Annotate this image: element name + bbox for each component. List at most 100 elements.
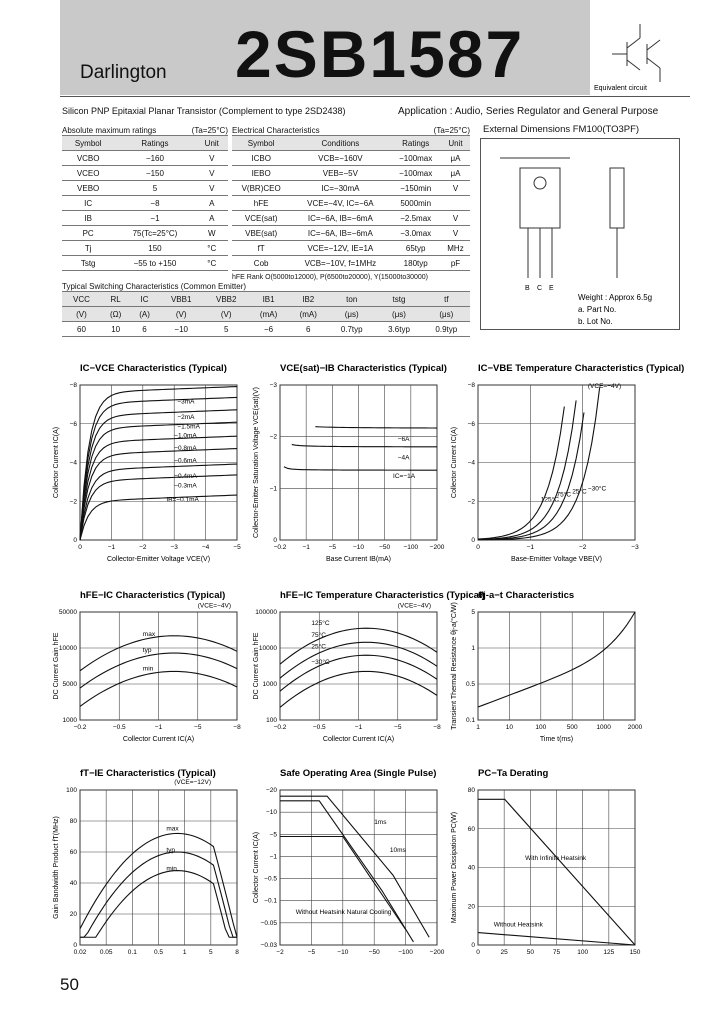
cell: 5 — [114, 180, 196, 196]
curve — [280, 795, 430, 938]
x-tick-label: −10 — [337, 949, 348, 956]
column-header: RL — [100, 291, 131, 307]
series: Darlington — [80, 62, 167, 83]
cell: Cob — [232, 255, 291, 271]
elec: Electrical Characteristics (Ta=25°C) Symb… — [232, 126, 470, 281]
cell: −8 — [114, 195, 196, 211]
pin-label: C — [537, 285, 542, 292]
curve-label: max — [143, 631, 156, 638]
x-tick-label: −0.2 — [274, 544, 287, 551]
curve — [79, 409, 238, 541]
curve-label: −4A — [398, 454, 410, 461]
x-tick-label: 1000 — [596, 724, 611, 731]
x-tick-label: 5 — [209, 949, 213, 956]
column-header: Unit — [195, 135, 228, 151]
y-tick-label: 10000 — [59, 645, 77, 652]
rule — [60, 96, 690, 97]
x-tick-label: −50 — [379, 544, 390, 551]
curve — [279, 654, 438, 692]
cell: PC — [62, 225, 115, 241]
y-tick-label: −0.03 — [261, 942, 278, 949]
curve — [79, 386, 238, 541]
column-header: IC — [130, 291, 159, 307]
y-tick-label: −2 — [70, 498, 78, 505]
cell: 180typ — [390, 255, 441, 271]
header-row: (V) (Ω) (A) (V) (V) (mA) (mA) (μs) (μs) (μs) — [62, 306, 470, 322]
header-row: Symbol Conditions Ratings Unit — [232, 135, 470, 151]
x-tick-label: 50 — [527, 949, 535, 956]
y-tick-label: 1000 — [63, 717, 78, 724]
x-tick-label: 150 — [630, 949, 641, 956]
cell: −160 — [114, 150, 196, 166]
column-header: Ratings — [114, 135, 196, 151]
column-header: (μs) — [328, 306, 376, 322]
y-axis-label: Transient Thermal Resistance θj-a(°C/W) — [450, 602, 458, 730]
column-header: Conditions — [290, 135, 391, 151]
header-row: Symbol Ratings Unit — [62, 135, 228, 151]
column-header: Ratings — [390, 135, 441, 151]
x-axis-label: Collector Current IC(A) — [123, 736, 194, 743]
x-axis-label: Collector Current IC(A) — [323, 736, 394, 743]
y-tick-label: −0.1 — [264, 898, 277, 905]
column-header: (mA) — [248, 306, 289, 322]
cell: pF — [440, 255, 470, 271]
column-header: tstg — [375, 291, 423, 307]
cell: VCEO — [62, 165, 115, 181]
y-axis-label: DC Current Gain hFE — [253, 632, 260, 699]
graph-title: hFE−IC Characteristics (Typical) — [80, 590, 225, 601]
y-tick-label: 0 — [73, 942, 77, 949]
row: VCBO −160 V — [62, 150, 228, 166]
x-tick-label: −0.5 — [313, 724, 326, 731]
row: hFE VCE=−4V, IC=−6A 5000min — [232, 195, 470, 211]
y-axis-label: Collector-Emitter Saturation Voltage VCE… — [253, 387, 260, 538]
x-tick-label: 0.02 — [74, 949, 87, 956]
y-tick-label: −4 — [70, 460, 78, 467]
column-header: (mA) — [288, 306, 329, 322]
column-header: IB2 — [288, 291, 329, 307]
cell: 65typ — [390, 240, 441, 256]
column-header: ton — [328, 291, 376, 307]
cell: V — [440, 225, 470, 241]
cell: IC=−6A, IB=−6mA — [290, 225, 391, 241]
curve-label: 1ms — [374, 819, 387, 826]
x-tick-label: −8 — [433, 724, 441, 731]
x-tick-label: −5 — [329, 544, 337, 551]
y-tick-label: −0.05 — [261, 920, 278, 927]
equiv-circuit: Equivalent circuit — [594, 24, 661, 92]
column-header: (V) — [158, 306, 204, 322]
y-tick-label: −2 — [468, 498, 476, 505]
y-tick-label: 1 — [471, 645, 475, 652]
application: Application : Audio, Series Regulator an… — [398, 106, 659, 117]
x-tick-label: −1 — [527, 544, 535, 551]
curve-label: max — [166, 825, 179, 832]
curve-label: −0.4mA — [174, 473, 197, 480]
curve — [79, 448, 238, 541]
curve-label: typ — [143, 647, 152, 654]
curve — [477, 932, 636, 946]
y-axis-label: Collector Current IC(A) — [451, 427, 458, 498]
x-axis-label: Base-Emitter Voltage VBE(V) — [511, 556, 602, 563]
row: V(BR)CEO IC=−30mA −150min V — [232, 180, 470, 196]
graph-title: IC−VBE Temperature Characteristics (Typi… — [478, 363, 684, 374]
row: ICBO VCB=−160V −100max μA — [232, 150, 470, 166]
x-tick-label: −2 — [276, 949, 284, 956]
x-tick-label: 125 — [603, 949, 614, 956]
x-tick-label: 75 — [553, 949, 561, 956]
cell: IB — [62, 210, 115, 226]
y-tick-label: 0.5 — [466, 681, 475, 688]
cell: −150min — [390, 180, 441, 196]
x-tick-label: −50 — [369, 949, 380, 956]
cell: ICBO — [232, 150, 291, 166]
table: Symbol Conditions Ratings Unit ICBO VCB=−160V… — [232, 135, 470, 271]
y-axis-label: Collector Current IC(A) — [253, 832, 260, 903]
x-tick-label: 0 — [78, 544, 82, 551]
x-tick-label: 0.5 — [154, 949, 163, 956]
x-tick-label: 25 — [501, 949, 509, 956]
header-band — [60, 0, 590, 95]
curve-label: −30°C — [311, 658, 330, 666]
table-note: (Ta=25°C) — [191, 126, 228, 135]
y-tick-label: 60 — [70, 849, 78, 856]
cell: −100max — [390, 150, 441, 166]
y-tick-label: −2 — [270, 434, 278, 441]
